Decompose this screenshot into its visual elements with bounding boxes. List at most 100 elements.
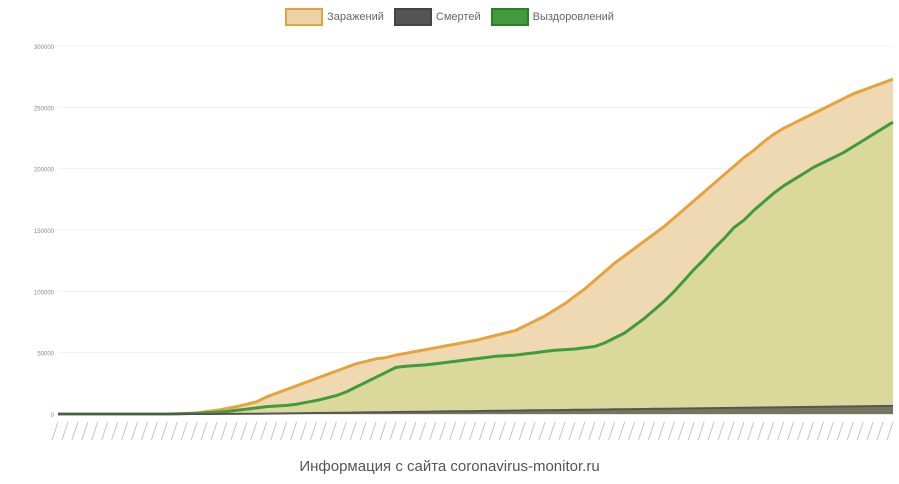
- legend-label-infected: Заражений: [327, 11, 384, 23]
- x-tick-mark: [518, 421, 526, 441]
- x-tick-mark: [459, 421, 467, 441]
- x-tick-mark: [757, 421, 765, 441]
- x-tick-mark: [498, 421, 506, 441]
- legend-label-deaths: Смертей: [435, 11, 481, 23]
- x-tick-mark: [389, 421, 397, 441]
- y-tick-label: 50000: [37, 352, 54, 358]
- y-tick-label: 150000: [34, 229, 55, 235]
- source-caption: Информация с сайта coronavirus-monitor.r…: [299, 458, 600, 475]
- x-tick-mark: [111, 421, 119, 441]
- x-tick-mark: [598, 421, 606, 441]
- x-tick-mark: [528, 421, 536, 441]
- legend-label-recovered: Выздоровлений: [532, 11, 614, 23]
- x-tick-mark: [568, 421, 576, 441]
- x-tick-mark: [508, 421, 516, 441]
- x-tick-mark: [787, 421, 795, 441]
- x-tick-mark: [816, 421, 824, 441]
- legend-swatch-recovered: [490, 8, 529, 26]
- x-tick-mark: [449, 421, 457, 441]
- x-tick-mark: [866, 421, 874, 441]
- x-tick-mark: [190, 421, 198, 441]
- x-tick-mark: [319, 421, 327, 441]
- legend-item-infected[interactable]: Заражений: [285, 8, 384, 26]
- x-tick-mark: [737, 421, 745, 441]
- x-tick-mark: [677, 421, 685, 441]
- x-tick-mark: [51, 421, 59, 441]
- x-tick-mark: [826, 421, 834, 441]
- x-tick-mark: [419, 421, 427, 441]
- line-deaths: [58, 404, 894, 415]
- x-tick-mark: [886, 421, 894, 441]
- x-tick-mark: [379, 421, 387, 441]
- x-tick-mark: [469, 421, 476, 441]
- x-tick-mark: [290, 421, 298, 441]
- x-tick-mark: [160, 421, 168, 441]
- x-tick-mark: [339, 421, 347, 441]
- x-tick-mark: [81, 421, 89, 441]
- y-axis-ticks: 0 50000 100000 150000 200000 250000 300000: [34, 45, 55, 419]
- x-tick-mark: [170, 421, 178, 441]
- x-tick-mark: [61, 421, 69, 441]
- y-tick-label: 0: [51, 413, 55, 419]
- x-tick-mark: [628, 421, 636, 441]
- x-tick-mark: [399, 421, 407, 441]
- legend-item-recovered[interactable]: Выздоровлений: [490, 8, 614, 26]
- x-tick-mark: [369, 421, 377, 441]
- x-tick-mark: [101, 421, 109, 441]
- y-tick-label: 100000: [34, 290, 55, 296]
- x-tick-mark: [767, 421, 775, 441]
- x-tick-mark: [300, 421, 307, 441]
- x-tick-mark: [439, 421, 447, 441]
- x-tick-mark: [429, 421, 437, 441]
- y-tick-label: 250000: [34, 106, 55, 112]
- x-tick-mark: [647, 421, 655, 441]
- x-tick-mark: [707, 421, 715, 441]
- legend-swatch-infected: [285, 8, 324, 26]
- x-tick-mark: [329, 421, 337, 441]
- x-tick-mark: [478, 421, 486, 441]
- x-tick-mark: [270, 421, 278, 441]
- x-tick-mark: [608, 421, 616, 441]
- x-tick-mark: [359, 421, 367, 441]
- x-tick-mark: [846, 421, 854, 441]
- x-tick-mark: [230, 421, 238, 441]
- x-tick-mark: [538, 421, 546, 441]
- x-tick-mark: [409, 421, 417, 441]
- legend-item-deaths[interactable]: Смертей: [393, 8, 481, 26]
- x-tick-mark: [250, 421, 258, 441]
- x-tick-mark: [667, 421, 675, 441]
- y-tick-label: 300000: [34, 45, 55, 51]
- x-tick-mark: [588, 421, 596, 441]
- x-tick-mark: [618, 421, 626, 441]
- x-tick-mark: [349, 421, 357, 441]
- x-tick-mark: [697, 421, 705, 441]
- y-tick-label: 200000: [34, 168, 55, 174]
- x-tick-mark: [876, 421, 884, 441]
- legend-swatch-deaths: [393, 8, 432, 26]
- x-tick-mark: [200, 421, 208, 441]
- x-tick-mark: [836, 421, 844, 441]
- x-tick-mark: [71, 421, 79, 441]
- x-tick-mark: [856, 421, 864, 441]
- x-tick-mark: [717, 421, 725, 441]
- x-tick-mark: [280, 421, 288, 441]
- x-tick-mark: [140, 421, 148, 441]
- area-deaths: [58, 405, 893, 414]
- x-tick-mark: [131, 421, 138, 441]
- x-tick-mark: [807, 421, 814, 441]
- x-tick-mark: [797, 421, 805, 441]
- x-tick-mark: [240, 421, 248, 441]
- x-tick-mark: [91, 421, 99, 441]
- x-tick-mark: [727, 421, 735, 441]
- x-tick-mark: [180, 421, 188, 441]
- series-areas: [58, 79, 893, 414]
- x-axis-ticks: [51, 421, 894, 441]
- x-tick-mark: [578, 421, 586, 441]
- legend: Заражений Смертей Выздоровлений: [0, 8, 899, 26]
- x-tick-mark: [777, 421, 785, 441]
- x-tick-mark: [309, 421, 317, 441]
- area-recovered: [58, 122, 893, 414]
- x-tick-mark: [210, 421, 218, 441]
